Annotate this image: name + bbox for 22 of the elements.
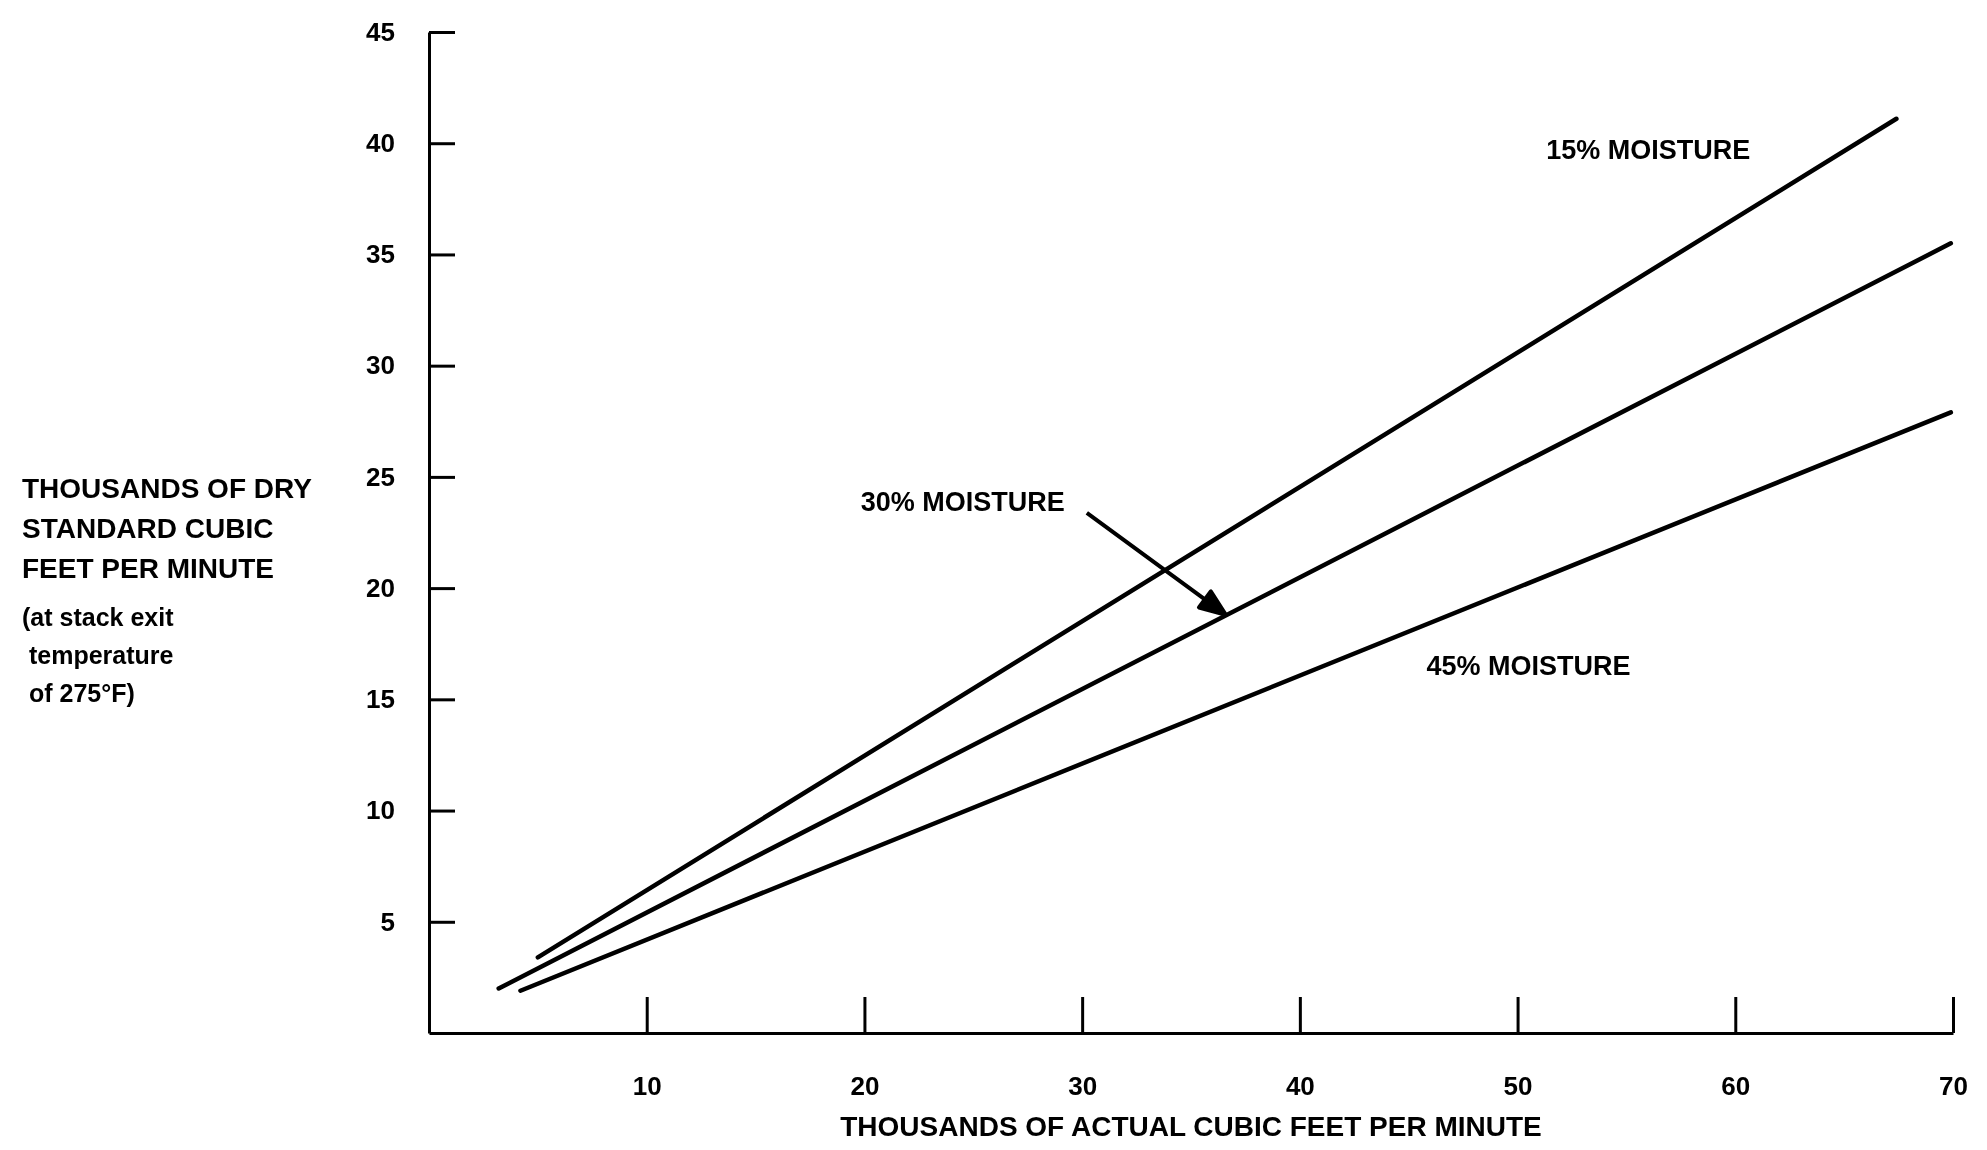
- y-tick-label: 45: [366, 16, 395, 47]
- y-tick-label: 35: [366, 239, 395, 270]
- y-tick-label: 15: [366, 684, 395, 715]
- x-axis-title: THOUSANDS OF ACTUAL CUBIC FEET PER MINUTE: [840, 1111, 1542, 1142]
- x-tick-label: 50: [1503, 1071, 1533, 1102]
- text: (at stack exit temperature of 275°F): [22, 603, 175, 707]
- y-tick-label: 25: [366, 461, 395, 492]
- x-tick-label: 10: [632, 1071, 662, 1102]
- annotation: 30% MOISTURE: [860, 486, 1065, 517]
- y-tick-label: 20: [366, 572, 395, 603]
- y-tick-label: 40: [366, 128, 395, 159]
- y-tick-label: 30: [366, 350, 395, 381]
- x-tick-label: 20: [850, 1071, 880, 1102]
- y-tick-label: 5: [380, 906, 395, 937]
- y-axis-title: THOUSANDS OF DRY STANDARD CUBIC FEET PER MINUTE: [22, 473, 313, 584]
- x-tick-label: 40: [1285, 1071, 1315, 1102]
- x-tick-label: 60: [1721, 1071, 1751, 1102]
- series-label: 45% MOISTURE: [1426, 651, 1631, 682]
- series-label: 15% MOISTURE: [1546, 135, 1751, 166]
- x-tick-label: 30: [1068, 1071, 1098, 1102]
- y-tick-label: 10: [366, 795, 395, 826]
- x-tick-label: 70: [1939, 1071, 1968, 1102]
